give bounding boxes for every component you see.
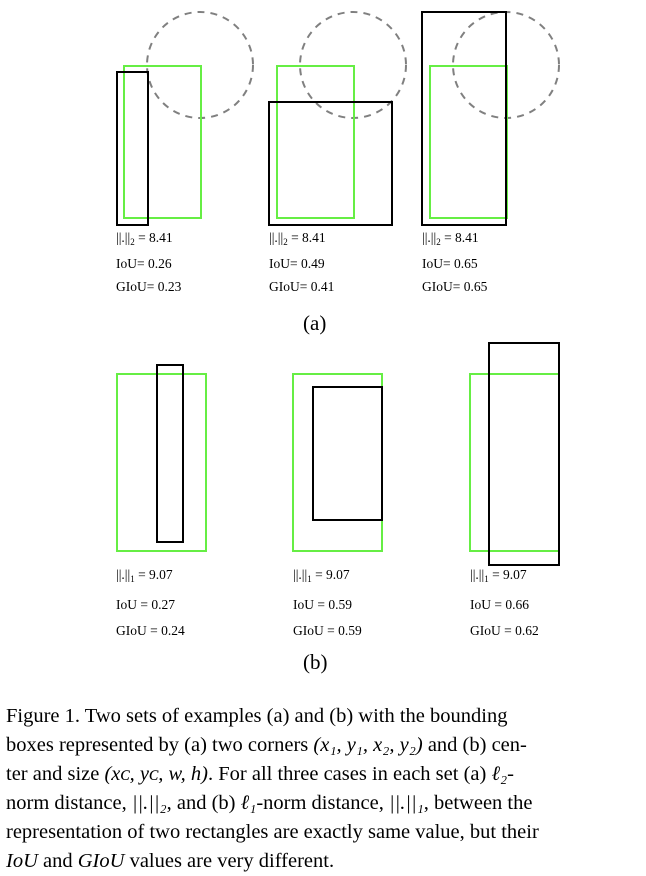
panel-b-case-2-norm: ||.||1 = 9.07 xyxy=(293,567,350,584)
panel-b-case-1-iou: IoU = 0.27 xyxy=(116,597,175,612)
ground-truth-box xyxy=(123,65,202,219)
panel-a-case-3-norm: ||.||2 = 8.41 xyxy=(422,230,479,247)
predicted-box xyxy=(156,364,184,543)
caption-line-5: representation of two rectangles are exa… xyxy=(6,821,539,843)
panel-a-case-2-iou: IoU= 0.49 xyxy=(269,256,325,271)
panel-b-case-3-norm: ||.||1 = 9.07 xyxy=(470,567,527,584)
panel-b-case-3-giou: GIoU = 0.62 xyxy=(470,623,539,638)
panel-a-case-1 xyxy=(116,11,254,226)
panel-a-case-3 xyxy=(421,11,560,226)
panel-a-case-2 xyxy=(268,11,407,226)
panel-b-case-1 xyxy=(116,364,207,552)
panel-b-case-2 xyxy=(292,373,383,552)
figure: ||.||2 = 8.41 IoU= 0.26 GIoU= 0.23 ||.||… xyxy=(116,11,560,674)
caption-line-1: Figure 1. Two sets of examples (a) and (… xyxy=(6,705,508,727)
ground-truth-box xyxy=(429,65,508,219)
caption-line-4: norm distance, ||.||₂, and (b) ℓ₁-norm d… xyxy=(6,792,533,814)
ground-truth-box xyxy=(276,65,355,219)
ground-truth-box xyxy=(116,373,207,552)
ground-truth-box xyxy=(292,373,383,552)
caption-line-2: boxes represented by (a) two corners (x₁… xyxy=(6,734,527,756)
panel-b-case-1-giou: GIoU = 0.24 xyxy=(116,623,185,638)
panel-a-case-2-giou: GIoU= 0.41 xyxy=(269,279,335,294)
panel-a-case-3-iou: IoU= 0.65 xyxy=(422,256,478,271)
panel-a-case-3-giou: GIoU= 0.65 xyxy=(422,279,488,294)
predicted-box xyxy=(421,11,507,226)
figure-caption: Figure 1. Two sets of examples (a) and (… xyxy=(6,702,642,876)
predicted-box xyxy=(268,101,393,226)
panel-a-case-1-giou: GIoU= 0.23 xyxy=(116,279,182,294)
figure-graphics xyxy=(116,11,560,566)
predicted-box xyxy=(312,386,383,521)
panel-a-label: (a) xyxy=(303,311,327,335)
panel-a-case-1-norm: ||.||2 = 8.41 xyxy=(116,230,173,247)
caption-line-6: IoU and GIoU values are very different. xyxy=(6,850,335,872)
ground-truth-box xyxy=(469,373,560,552)
predicted-box xyxy=(488,342,560,566)
panel-b-case-3 xyxy=(469,342,560,566)
panel-b-case-3-iou: IoU = 0.66 xyxy=(470,597,529,612)
panel-b-case-2-giou: GIoU = 0.59 xyxy=(293,623,362,638)
panel-b-case-2-iou: IoU = 0.59 xyxy=(293,597,352,612)
panel-a-case-1-iou: IoU= 0.26 xyxy=(116,256,172,271)
caption-line-3: ter and size (xᴄ, yᴄ, w, h). For all thr… xyxy=(6,763,514,785)
panel-a-case-2-norm: ||.||2 = 8.41 xyxy=(269,230,326,247)
panel-b-label: (b) xyxy=(303,650,328,674)
panel-b-case-1-norm: ||.||1 = 9.07 xyxy=(116,567,173,584)
predicted-box xyxy=(116,71,149,226)
